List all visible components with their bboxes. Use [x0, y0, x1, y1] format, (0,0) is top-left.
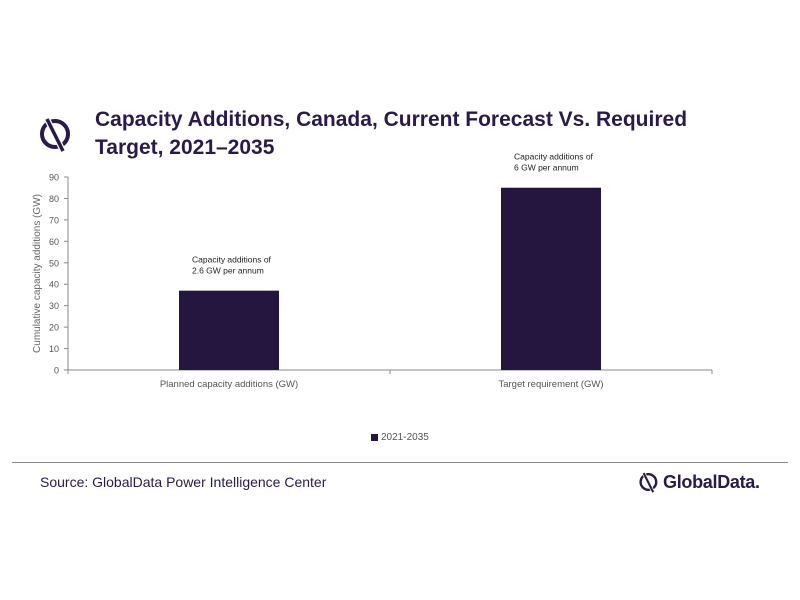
legend-swatch	[371, 434, 378, 441]
brand-logo: GlobalData.	[638, 470, 760, 494]
x-tick-label: Planned capacity additions (GW)	[160, 379, 298, 390]
bar	[501, 187, 601, 370]
legend-label: 2021-2035	[381, 432, 429, 443]
y-tick-label: 70	[49, 215, 59, 225]
y-tick-label: 90	[49, 173, 59, 183]
globaldata-logo-icon	[40, 117, 70, 153]
y-tick-label: 80	[49, 194, 59, 204]
bar-annotation: Capacity additions of	[192, 255, 272, 265]
chart-title: Capacity Additions, Canada, Current Fore…	[95, 108, 688, 159]
y-tick-label: 0	[54, 366, 59, 376]
bar-annotation: 6 GW per annum	[514, 163, 579, 173]
y-tick-label: 60	[49, 237, 59, 247]
bar	[179, 290, 279, 370]
source-text: Source: GlobalData Power Intelligence Ce…	[40, 474, 327, 490]
y-tick-label: 10	[49, 344, 59, 354]
globaldata-brand-icon	[639, 472, 658, 494]
x-tick-label: Target requirement (GW)	[498, 379, 603, 390]
y-tick-label: 20	[49, 323, 59, 333]
y-axis-label: Cumulative capacity additions (GW)	[32, 194, 43, 353]
y-tick-label: 40	[49, 280, 59, 290]
y-tick-label: 50	[49, 258, 59, 268]
bar-annotation: Capacity additions of	[514, 152, 594, 162]
legend: 2021-2035	[371, 432, 429, 443]
footer-divider	[12, 462, 788, 463]
bar-annotation: 2.6 GW per annum	[192, 266, 264, 276]
brand-name: GlobalData.	[663, 471, 760, 492]
y-tick-label: 30	[49, 301, 59, 311]
